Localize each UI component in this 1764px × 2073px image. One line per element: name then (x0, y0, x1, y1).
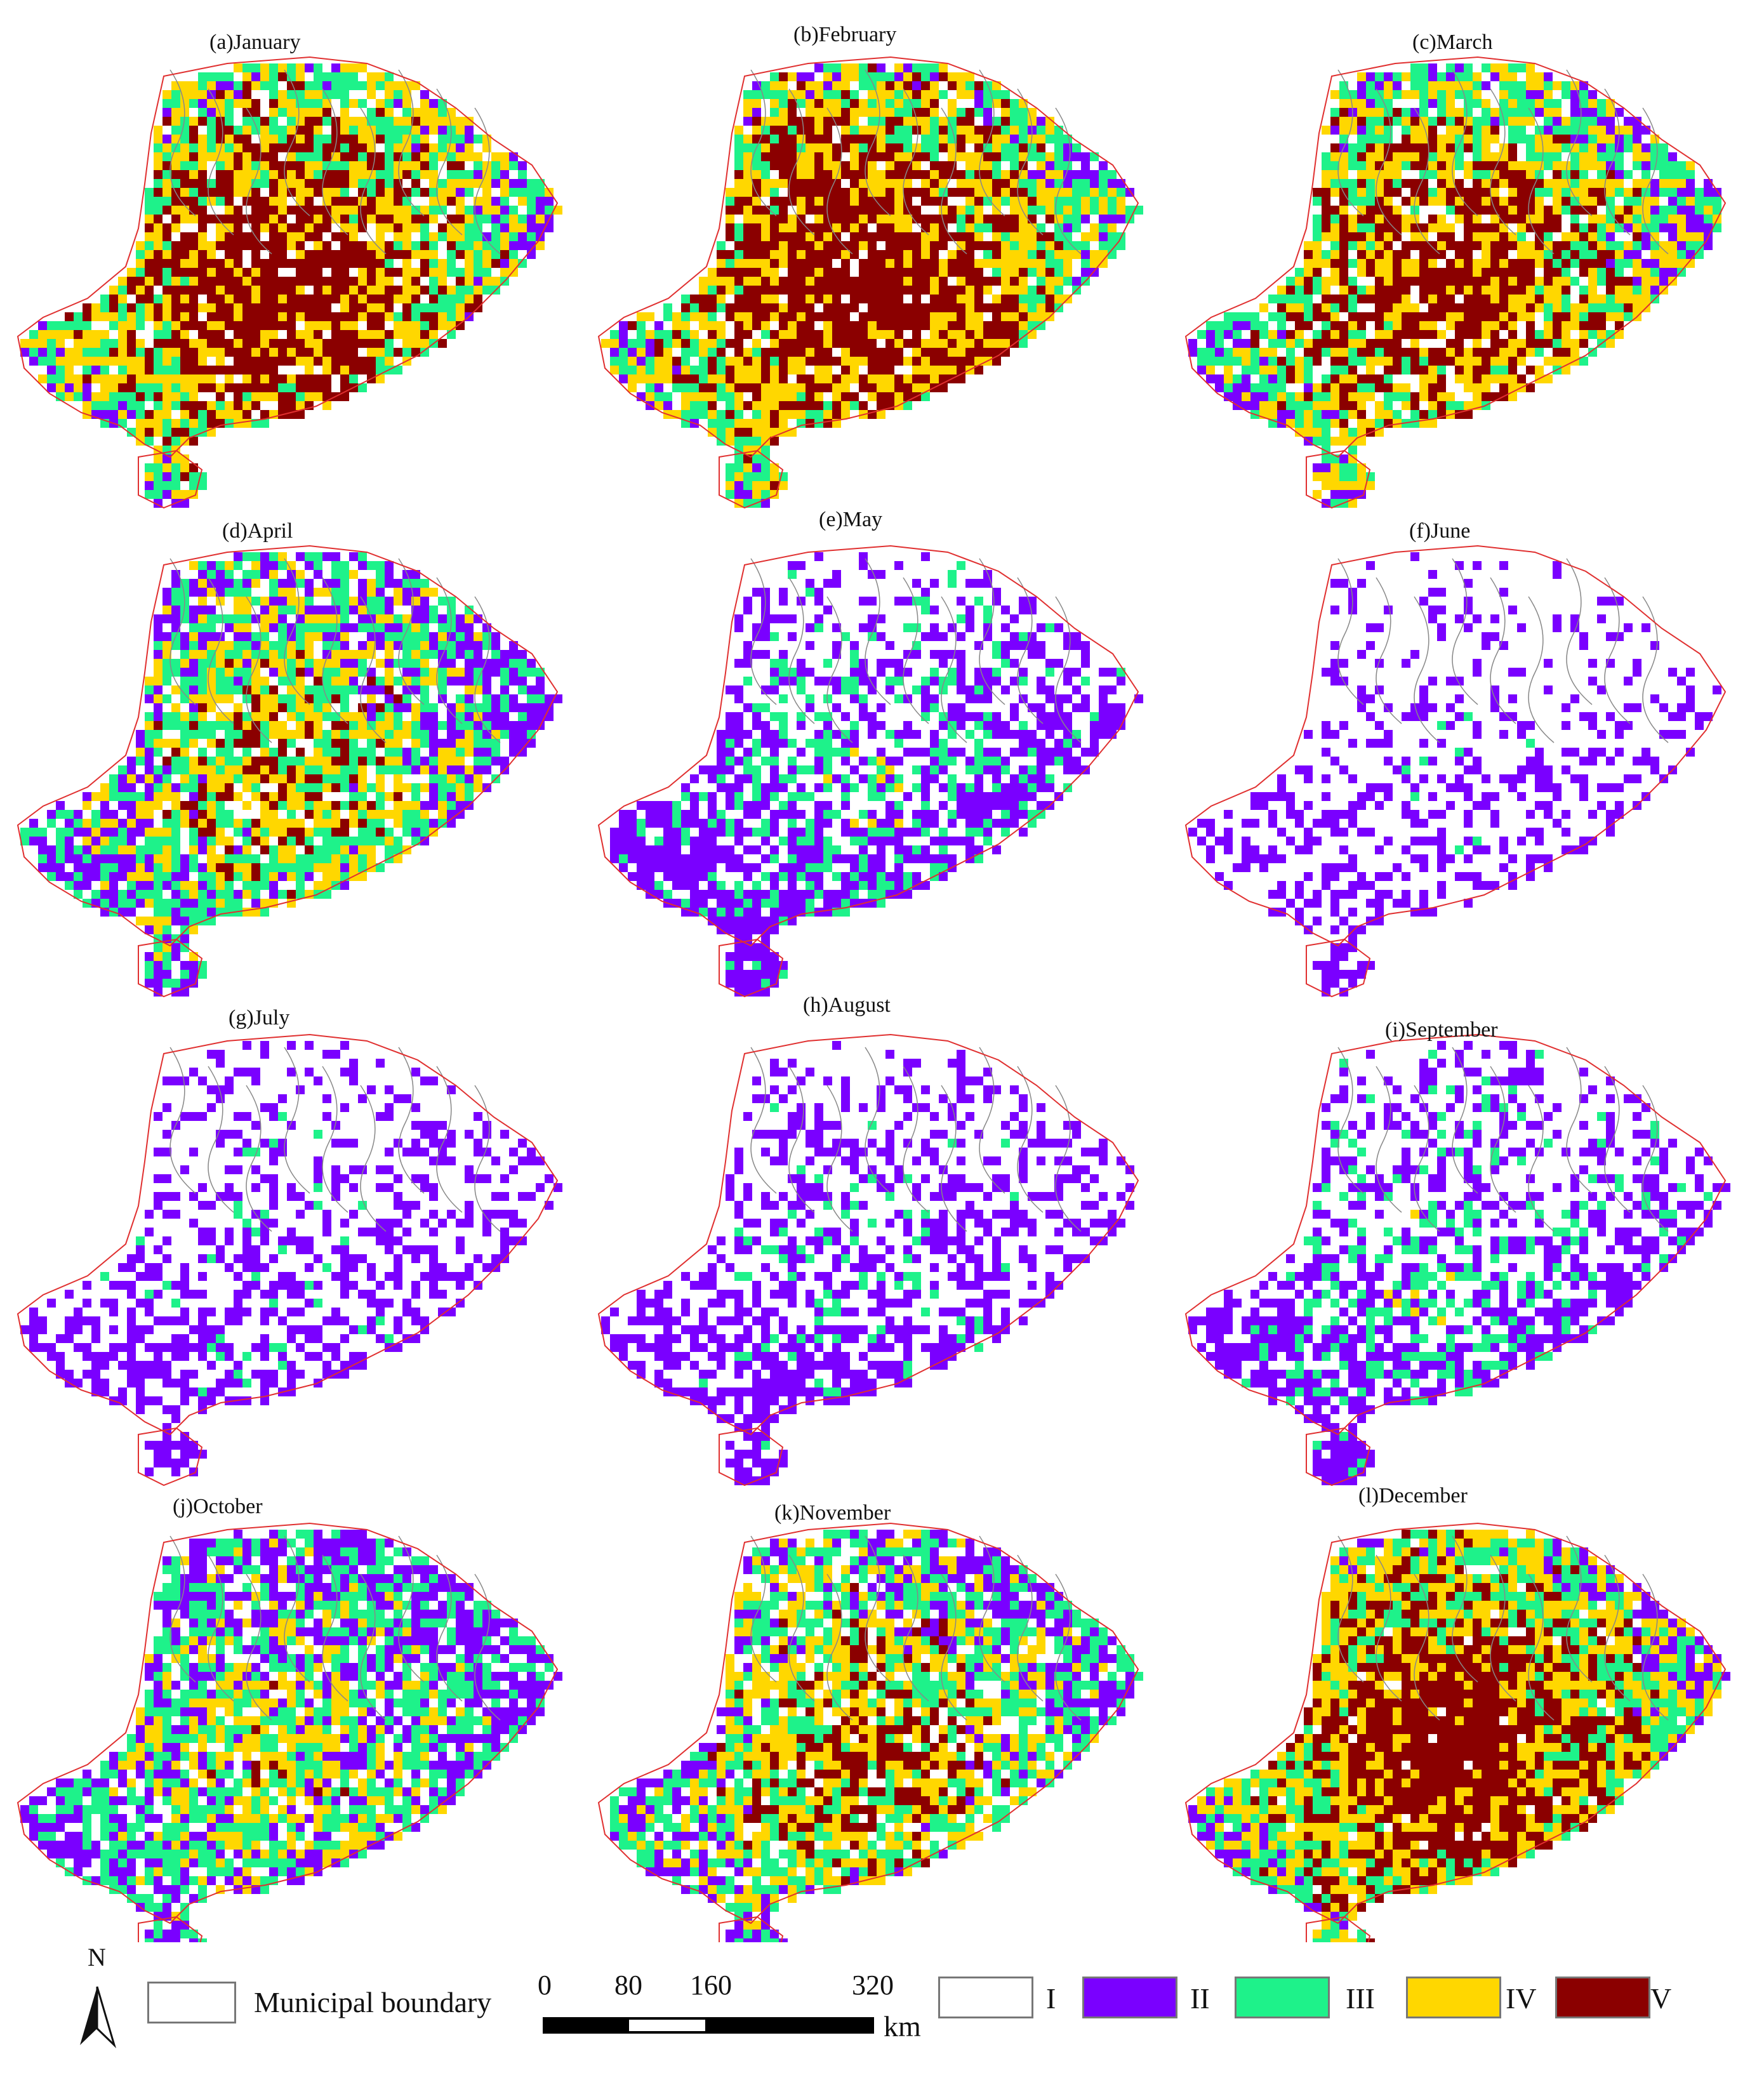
map-panel-6 (1186, 546, 1725, 997)
north-arrow-icon (75, 1968, 119, 2050)
scale-tick-80: 80 (614, 1969, 642, 2001)
class-swatch-III (1235, 1977, 1330, 2018)
scale-bar (543, 2017, 874, 2034)
class-label-II: II (1190, 1982, 1210, 2015)
class-swatch-V (1555, 1977, 1650, 2018)
panel-title-december: (l)December (1358, 1484, 1468, 1508)
panel-title-july: (g)July (229, 1006, 289, 1030)
panel-title-january: (a)January (209, 30, 300, 55)
panel-title-february: (b)February (793, 23, 896, 47)
map-svg (0, 0, 1764, 1942)
north-label: N (88, 1942, 106, 1972)
map-panel-2 (599, 57, 1143, 508)
class-swatch-II (1082, 1977, 1177, 2018)
map-panel-8 (599, 1035, 1138, 1485)
map-panel-3 (1186, 57, 1725, 508)
map-panel-10 (18, 1523, 562, 1942)
map-panel-4 (18, 546, 562, 997)
class-swatch-I (938, 1977, 1033, 2018)
scale-tick-0: 0 (538, 1969, 552, 2001)
panel-title-november: (k)November (774, 1501, 891, 1525)
scale-unit: km (884, 2010, 921, 2043)
boundary-swatch (147, 1982, 236, 2023)
map-grid (0, 0, 1764, 1942)
map-panel-12 (1186, 1523, 1730, 1942)
panel-title-may: (e)May (819, 508, 882, 532)
panel-title-march: (c)March (1412, 30, 1492, 55)
panel-title-october: (j)October (173, 1495, 263, 1519)
map-panel-5 (599, 546, 1143, 997)
map-panel-11 (599, 1523, 1143, 1942)
map-panel-9 (1186, 1035, 1730, 1485)
scale-tick-160: 160 (690, 1969, 732, 2001)
panel-title-april: (d)April (222, 519, 293, 543)
class-label-IV: IV (1506, 1982, 1537, 2015)
class-label-I: I (1046, 1982, 1056, 2015)
boundary-label: Municipal boundary (254, 1985, 491, 2019)
panel-title-june: (f)June (1409, 519, 1470, 543)
province-boundary (1186, 546, 1725, 946)
scale-tick-320: 320 (852, 1969, 894, 2001)
class-label-III: III (1346, 1982, 1375, 2015)
municipal-boundaries (1338, 1047, 1668, 1231)
panel-title-september: (i)September (1385, 1018, 1498, 1042)
class-swatch-IV (1406, 1977, 1501, 2018)
map-legend: N Municipal boundary 0 80 160 320 km I II… (0, 1942, 1764, 2073)
map-panel-1 (18, 57, 562, 508)
panel-title-august: (h)August (803, 993, 891, 1017)
map-panel-7 (18, 1035, 562, 1485)
class-label-V: V (1650, 1982, 1671, 2015)
